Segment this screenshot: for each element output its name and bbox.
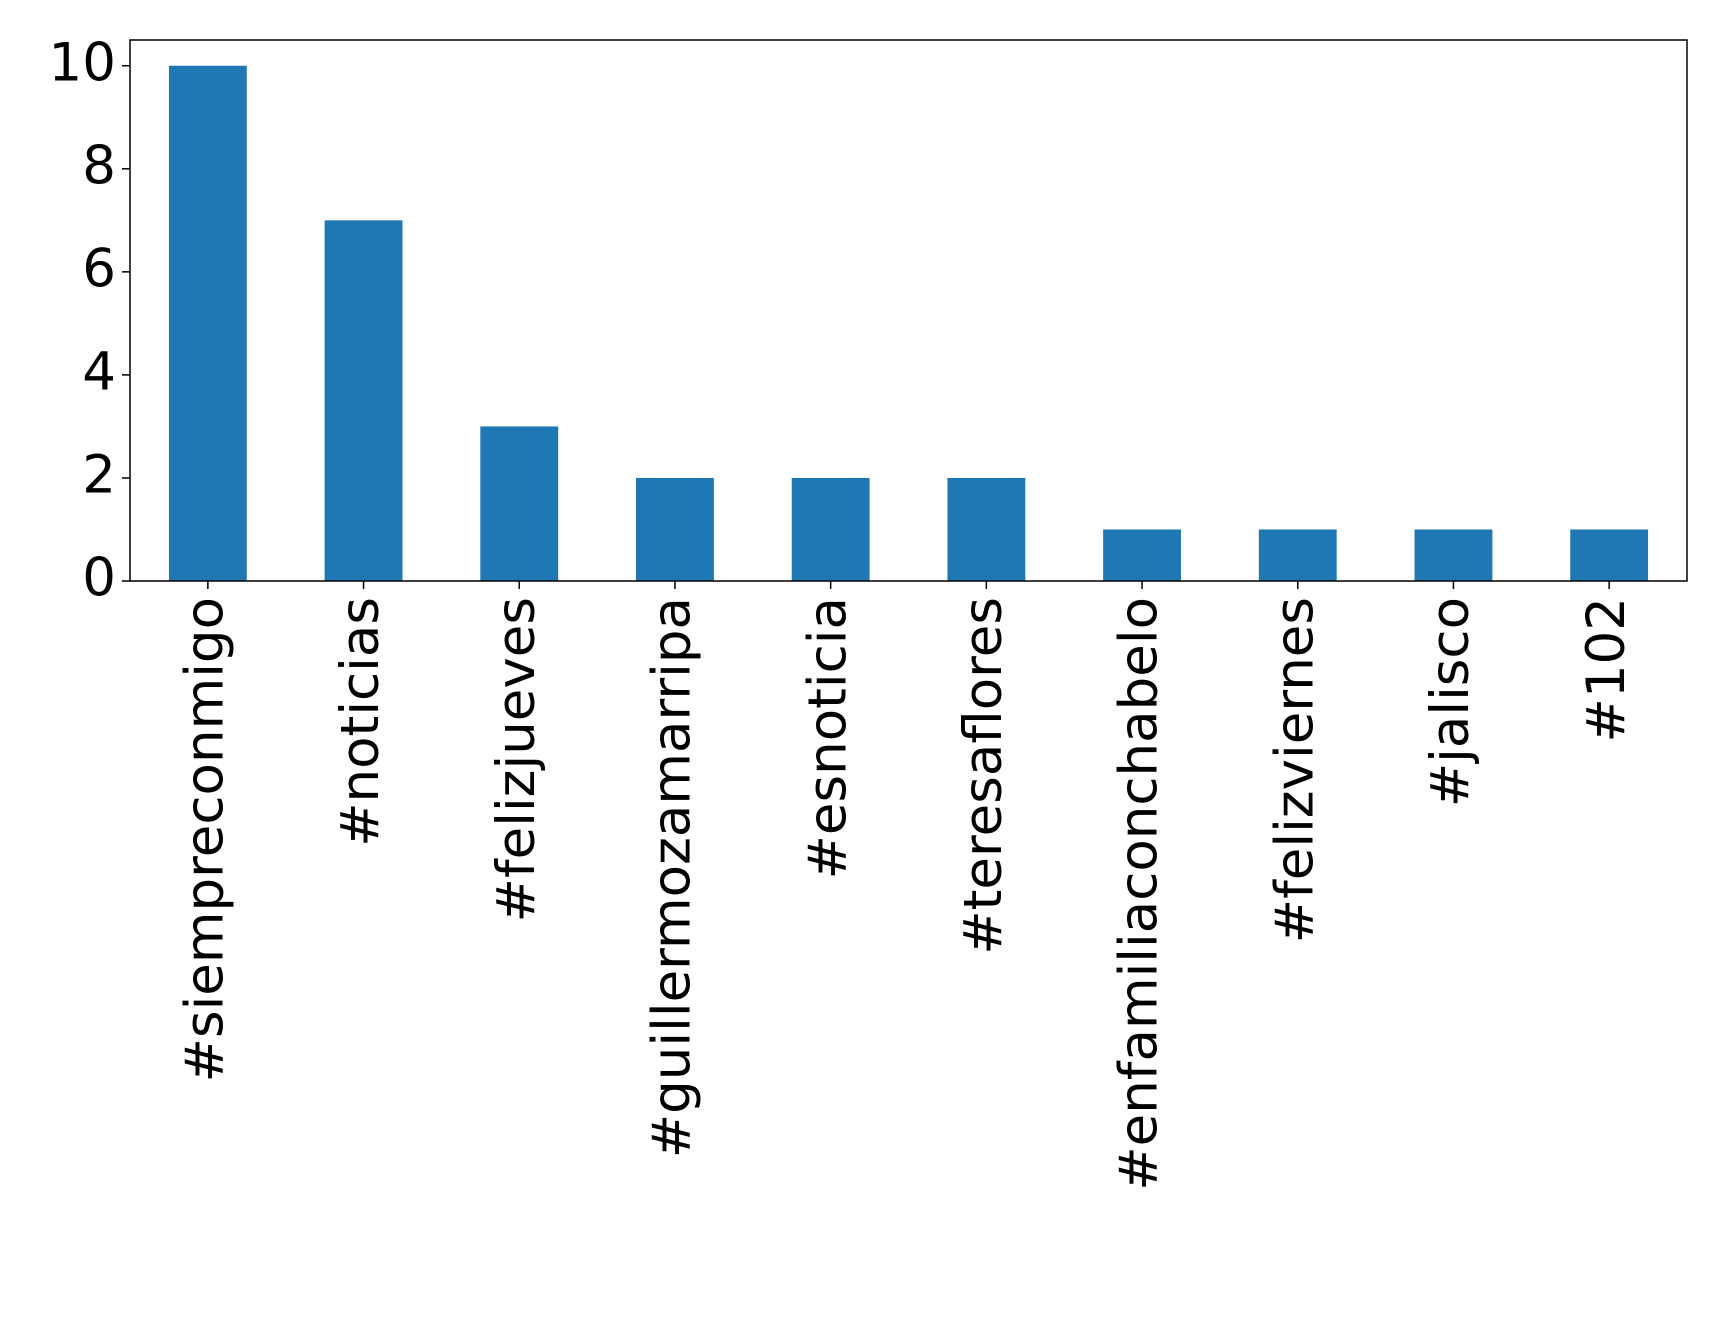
bar: [480, 426, 559, 581]
bar: [1414, 529, 1493, 581]
x-tick-label: #siempreconmigo: [174, 597, 235, 1082]
bar: [947, 477, 1026, 581]
y-tick-label: 0: [82, 548, 116, 609]
bar: [324, 220, 403, 582]
bar: [1258, 529, 1337, 581]
x-tick-label: #teresaflores: [953, 597, 1014, 955]
bar: [791, 477, 870, 581]
x-tick-label: #noticias: [330, 597, 391, 847]
bar: [636, 477, 714, 581]
plot-frame: [129, 39, 1688, 582]
x-tick-label: #102: [1576, 597, 1637, 743]
y-tick-label: 4: [82, 342, 116, 403]
x-tick-label: #felizjueves: [486, 597, 547, 922]
y-tick-label: 10: [49, 32, 116, 93]
x-tick-label: #enfamiliaconchabelo: [1109, 597, 1170, 1191]
bar: [1103, 529, 1181, 581]
y-tick-label: 2: [82, 445, 116, 506]
x-tick-label: #guillermozamarripa: [642, 597, 703, 1158]
y-tick-label: 8: [82, 135, 116, 196]
x-tick-label: #felizviernes: [1264, 597, 1325, 943]
x-tick-label: #esnoticia: [797, 597, 858, 880]
bar: [168, 65, 247, 581]
bar: [1570, 529, 1649, 581]
x-tick-label: #jalisco: [1420, 597, 1481, 807]
y-tick-label: 6: [82, 238, 116, 299]
